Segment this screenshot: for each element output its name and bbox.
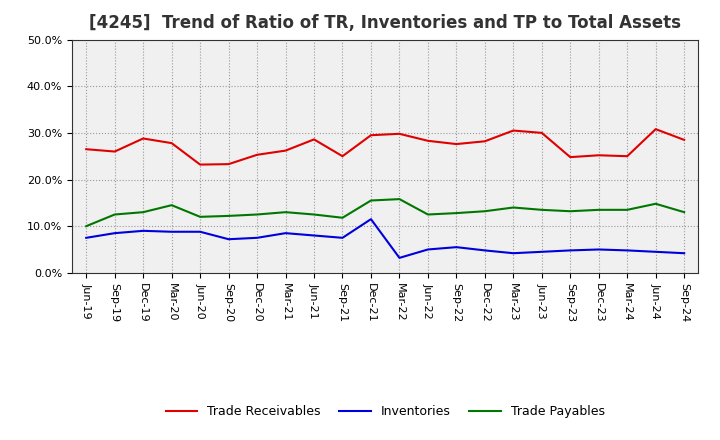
Inventories [110,231,119,236]
Trade Payables [652,201,660,206]
Inventories [652,249,660,254]
Line: Trade Receivables: Trade Receivables [86,129,684,165]
Trade Receivables [595,153,603,158]
Trade Receivables [566,154,575,160]
Inventories [196,229,204,235]
Inventories [452,245,461,250]
Inventories [595,247,603,252]
Trade Receivables [480,139,489,144]
Trade Payables [480,209,489,214]
Trade Payables [452,210,461,216]
Title: [4245]  Trend of Ratio of TR, Inventories and TP to Total Assets: [4245] Trend of Ratio of TR, Inventories… [89,15,681,33]
Trade Receivables [366,132,375,138]
Trade Receivables [253,152,261,158]
Inventories [623,248,631,253]
Trade Receivables [110,149,119,154]
Trade Receivables [310,137,318,142]
Legend: Trade Receivables, Inventories, Trade Payables: Trade Receivables, Inventories, Trade Pa… [161,400,610,423]
Trade Receivables [82,147,91,152]
Inventories [395,255,404,260]
Inventories [537,249,546,254]
Trade Payables [537,207,546,213]
Trade Receivables [139,136,148,141]
Inventories [225,237,233,242]
Trade Payables [225,213,233,219]
Trade Payables [139,209,148,215]
Inventories [338,235,347,240]
Inventories [310,233,318,238]
Trade Payables [509,205,518,210]
Trade Receivables [652,127,660,132]
Trade Payables [566,209,575,214]
Trade Receivables [509,128,518,133]
Inventories [282,231,290,236]
Trade Receivables [452,141,461,147]
Inventories [167,229,176,235]
Trade Receivables [167,140,176,146]
Line: Trade Payables: Trade Payables [86,199,684,226]
Trade Payables [423,212,432,217]
Trade Payables [196,214,204,220]
Trade Receivables [282,148,290,153]
Inventories [480,248,489,253]
Trade Receivables [225,161,233,167]
Inventories [566,248,575,253]
Trade Receivables [395,131,404,136]
Inventories [680,250,688,256]
Trade Receivables [338,154,347,159]
Line: Inventories: Inventories [86,219,684,258]
Trade Payables [310,212,318,217]
Trade Payables [395,197,404,202]
Trade Payables [623,207,631,213]
Trade Payables [282,209,290,215]
Trade Receivables [423,138,432,143]
Inventories [366,216,375,222]
Inventories [139,228,148,234]
Trade Payables [110,212,119,217]
Trade Payables [680,209,688,215]
Trade Payables [82,224,91,229]
Trade Payables [338,215,347,220]
Trade Payables [253,212,261,217]
Trade Receivables [680,137,688,143]
Trade Receivables [623,154,631,159]
Trade Receivables [537,130,546,136]
Inventories [509,250,518,256]
Inventories [423,247,432,252]
Inventories [253,235,261,240]
Trade Payables [366,198,375,203]
Trade Receivables [196,162,204,167]
Trade Payables [167,202,176,208]
Inventories [82,235,91,240]
Trade Payables [595,207,603,213]
